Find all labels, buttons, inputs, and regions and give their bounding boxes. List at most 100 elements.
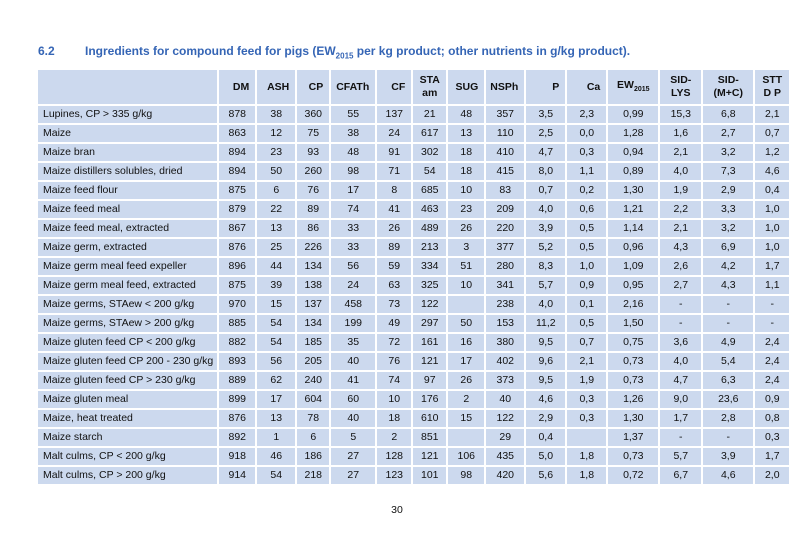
- cell-p: 4,7: [526, 144, 566, 161]
- cell-cfath: 56: [331, 258, 376, 275]
- cell-dm: 878: [219, 106, 256, 123]
- cell-sid-mc: -: [703, 429, 754, 446]
- cell-nsph: 280: [486, 258, 525, 275]
- ingredient-name: Malt culms, CP < 200 g/kg: [38, 448, 218, 465]
- cell-ew2015: 0,96: [608, 239, 659, 256]
- cell-ash: 46: [257, 448, 296, 465]
- table-row: Maize germs, STAew < 200 g/kg 970 15 137 458…: [38, 296, 790, 313]
- cell-sid-lys: 4,3: [660, 239, 702, 256]
- cell-sug: 26: [448, 372, 485, 389]
- cell-sid-mc: 3,3: [703, 201, 754, 218]
- cell-ca: 0,2: [567, 182, 607, 199]
- cell-ew2015: 0,73: [608, 353, 659, 370]
- cell-ash: 22: [257, 201, 296, 218]
- cell-sid-lys: 1,9: [660, 182, 702, 199]
- cell-sid-mc: 3,2: [703, 220, 754, 237]
- col-header-sid-lys: SID- LYS: [660, 70, 702, 104]
- cell-sug: 48: [448, 106, 485, 123]
- cell-cfath: 35: [331, 334, 376, 351]
- cell-stt-dp: -: [755, 296, 790, 313]
- ingredient-name: Maize germ, extracted: [38, 239, 218, 256]
- table-body: Lupines, CP > 335 g/kg 878 38 360 55 137 21 48 3…: [38, 106, 790, 484]
- cell-cp: 86: [297, 220, 330, 237]
- ingredient-name: Maize gluten meal: [38, 391, 218, 408]
- cell-p: 11,2: [526, 315, 566, 332]
- cell-sug: 26: [448, 220, 485, 237]
- section-number: 6.2: [38, 44, 55, 58]
- col-header-cp: CP: [297, 70, 330, 104]
- cell-cf: 123: [377, 467, 412, 484]
- ingredient-name: Maize germ meal feed, extracted: [38, 277, 218, 294]
- cell-cp: 75: [297, 125, 330, 142]
- cell-cf: 72: [377, 334, 412, 351]
- cell-sid-mc: 2,8: [703, 410, 754, 427]
- ingredient-name: Maize feed meal: [38, 201, 218, 218]
- cell-p: 5,6: [526, 467, 566, 484]
- cell-cfath: 33: [331, 239, 376, 256]
- table-row: Maize gluten feed CP 200 - 230 g/kg 893 56…: [38, 353, 790, 370]
- cell-ash: 17: [257, 391, 296, 408]
- cell-cf: 49: [377, 315, 412, 332]
- cell-dm: 894: [219, 144, 256, 161]
- cell-stt-dp: 2,4: [755, 372, 790, 389]
- cell-sid-lys: 2,1: [660, 144, 702, 161]
- col-header-dm: DM: [219, 70, 256, 104]
- cell-sug: 18: [448, 163, 485, 180]
- table-row: Maize feed flour 875 6 76 17 8 685 10 83 0,7 0,2 1,…: [38, 182, 790, 199]
- cell-cp: 89: [297, 201, 330, 218]
- cell-ash: 6: [257, 182, 296, 199]
- cell-dm: 876: [219, 239, 256, 256]
- cell-p: 9,5: [526, 334, 566, 351]
- cell-ca: [567, 429, 607, 446]
- cell-cp: 218: [297, 467, 330, 484]
- cell-sta-am: 213: [413, 239, 447, 256]
- cell-ca: 0,5: [567, 315, 607, 332]
- col-header-ca: Ca: [567, 70, 607, 104]
- cell-sta-am: 297: [413, 315, 447, 332]
- ingredient-name: Maize: [38, 125, 218, 142]
- cell-sug: 50: [448, 315, 485, 332]
- cell-ew2015: 1,21: [608, 201, 659, 218]
- cell-ew2015: 0,99: [608, 106, 659, 123]
- cell-ash: 39: [257, 277, 296, 294]
- cell-ash: 44: [257, 258, 296, 275]
- cell-ca: 0,0: [567, 125, 607, 142]
- cell-p: 4,0: [526, 296, 566, 313]
- cell-nsph: 435: [486, 448, 525, 465]
- cell-cfath: 17: [331, 182, 376, 199]
- cell-cf: 2: [377, 429, 412, 446]
- cell-sid-mc: 3,9: [703, 448, 754, 465]
- table-row: Maize starch 892 1 6 5 2 851 29 0,4 1,37- -0,3: [38, 429, 790, 446]
- cell-stt-dp: -: [755, 315, 790, 332]
- cell-p: 5,2: [526, 239, 566, 256]
- cell-p: 9,5: [526, 372, 566, 389]
- table-row: Maize germs, STAew > 200 g/kg 885 54 134 199…: [38, 315, 790, 332]
- table-row: Maize 863 12 75 38 24 617 13 110 2,5 0,0 1,28 1,6 2,7…: [38, 125, 790, 142]
- cell-sid-mc: 6,8: [703, 106, 754, 123]
- cell-sta-am: 122: [413, 296, 447, 313]
- cell-cf: 89: [377, 239, 412, 256]
- corner-cell: [38, 70, 218, 104]
- cell-sid-mc: 6,3: [703, 372, 754, 389]
- cell-sug: 106: [448, 448, 485, 465]
- cell-sug: 3: [448, 239, 485, 256]
- cell-sta-am: 302: [413, 144, 447, 161]
- table-row: Maize bran 894 23 93 48 91 302 18 410 4,7 0,3 0,94 2…: [38, 144, 790, 161]
- cell-sid-lys: 3,6: [660, 334, 702, 351]
- section-title: Ingredients for compound feed for pigs (…: [85, 44, 630, 60]
- cell-nsph: 110: [486, 125, 525, 142]
- col-header-sta-am: STA am: [413, 70, 447, 104]
- cell-stt-dp: 0,3: [755, 429, 790, 446]
- cell-sug: [448, 296, 485, 313]
- cell-ca: 1,8: [567, 467, 607, 484]
- cell-stt-dp: 4,6: [755, 163, 790, 180]
- cell-ew2015: 0,95: [608, 277, 659, 294]
- cell-ca: 0,5: [567, 239, 607, 256]
- cell-cfath: 458: [331, 296, 376, 313]
- table-row: Maize gluten feed CP > 230 g/kg 889 62 240 4…: [38, 372, 790, 389]
- ingredient-name: Maize germ meal feed expeller: [38, 258, 218, 275]
- cell-dm: 970: [219, 296, 256, 313]
- cell-cp: 240: [297, 372, 330, 389]
- cell-sid-lys: 15,3: [660, 106, 702, 123]
